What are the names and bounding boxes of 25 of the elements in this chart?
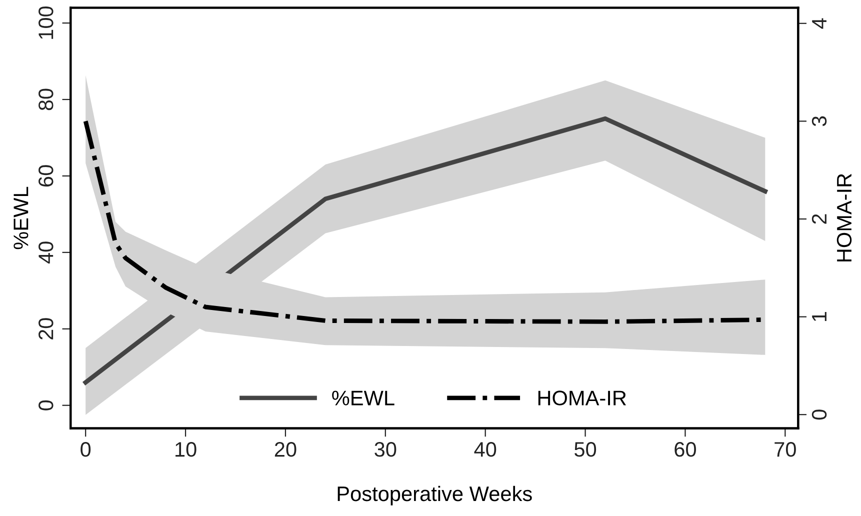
x-tick-label: 70	[774, 442, 796, 457]
legend-label: HOMA-IR	[538, 390, 626, 406]
y-tick-label: 60	[38, 165, 54, 186]
y-tick-label: 0	[38, 400, 54, 410]
y-tick-label: 100	[38, 6, 54, 39]
x-tick-label: 30	[374, 442, 396, 457]
x-tick-label: 40	[474, 442, 496, 457]
x-tick-label: 60	[674, 442, 696, 457]
y-tick-label: 80	[38, 88, 54, 110]
y-tick-label: 40	[38, 242, 54, 264]
line-series	[83, 116, 768, 385]
y2-tick-label: 1	[812, 312, 826, 321]
x-tick-label: 10	[176, 442, 196, 457]
y2-tick-label: 3	[812, 116, 827, 126]
legend-label: %EWL	[332, 390, 394, 406]
x-axis-title: Postoperative Weeks	[338, 486, 532, 506]
x-tick-label: 0	[80, 442, 91, 457]
x-tick-label: 20	[274, 442, 296, 457]
y2-tick-label: 2	[812, 214, 826, 224]
y2-tick-label: 0	[812, 410, 827, 420]
y-axis-title: %EWL	[14, 186, 28, 250]
x-tick-label: 50	[574, 442, 596, 457]
y-tick-label: 20	[38, 318, 54, 340]
y2-tick-label: 4	[812, 18, 826, 29]
y2-axis-title: HOMA-IR	[836, 174, 852, 262]
